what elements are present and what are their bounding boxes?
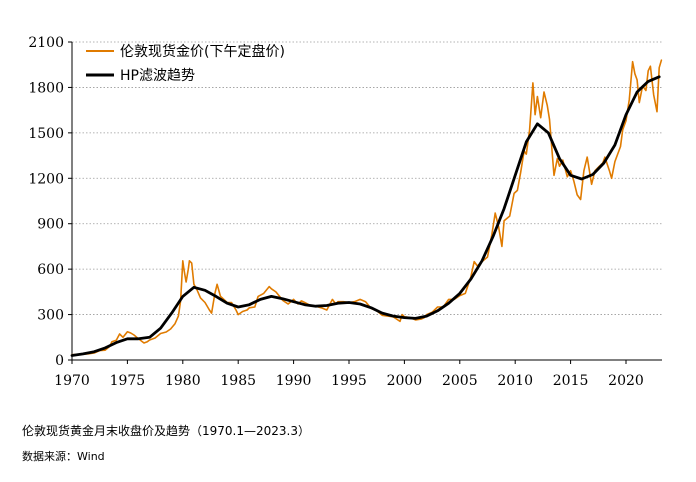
legend: 伦敦现货金价(下午定盘价) HP滤波趋势 [86,43,285,84]
x-tick-label: 2005 [442,373,478,389]
x-tick-label: 1990 [276,373,312,389]
y-tick-label: 0 [55,353,64,369]
legend-label: HP滤波趋势 [120,68,195,84]
y-tick-label: 1800 [28,80,64,96]
x-axis-ticks: 1970 1975 1980 1985 1990 1995 2000 2005 2010 2015… [54,360,644,389]
y-tick-label: 2100 [28,35,64,51]
x-tick-label: 1985 [220,373,256,389]
y-tick-label: 900 [37,217,64,233]
data-source: 数据来源：Wind [22,450,105,463]
x-tick-label: 2015 [553,373,589,389]
gold-price-series-line [71,59,663,356]
x-tick-label: 1970 [54,373,90,389]
legend-label: 伦敦现货金价(下午定盘价) [120,43,285,60]
x-tick-label: 2010 [497,373,533,389]
y-axis-ticks: 0 300 600 900 1200 1500 1800 2100 [28,35,72,369]
y-tick-label: 600 [37,262,64,278]
chart-caption: 伦敦现货黄金月末收盘价及趋势（1970.1—2023.3） [22,424,310,438]
y-tick-label: 300 [37,308,64,324]
x-tick-label: 1975 [110,373,146,389]
y-tick-label: 1200 [28,171,64,187]
x-tick-label: 2000 [387,373,423,389]
axes [71,42,662,361]
y-tick-label: 1500 [28,126,64,142]
hp-trend-series-line [70,75,661,357]
x-tick-label: 2020 [608,373,644,389]
x-tick-label: 1980 [165,373,201,389]
gridlines [72,41,662,315]
series-lines [70,59,663,357]
x-tick-label: 1995 [331,373,367,389]
